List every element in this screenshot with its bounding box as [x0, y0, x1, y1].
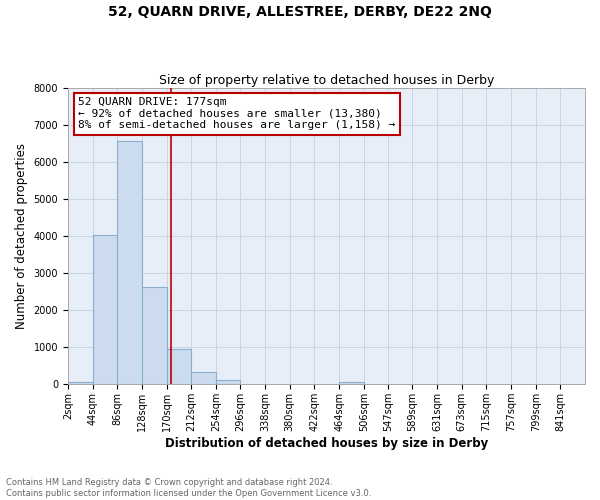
- Bar: [167, 349, 191, 384]
- Title: Size of property relative to detached houses in Derby: Size of property relative to detached ho…: [159, 74, 494, 87]
- Text: 52 QUARN DRIVE: 177sqm
← 92% of detached houses are smaller (13,380)
8% of semi-: 52 QUARN DRIVE: 177sqm ← 92% of detached…: [78, 97, 395, 130]
- Bar: [191, 372, 216, 384]
- Bar: [216, 380, 241, 384]
- Text: 52, QUARN DRIVE, ALLESTREE, DERBY, DE22 2NQ: 52, QUARN DRIVE, ALLESTREE, DERBY, DE22 …: [108, 5, 492, 19]
- Bar: [92, 236, 117, 384]
- Bar: [142, 288, 167, 384]
- Bar: [68, 382, 92, 384]
- Bar: [339, 382, 364, 384]
- Text: Contains HM Land Registry data © Crown copyright and database right 2024.
Contai: Contains HM Land Registry data © Crown c…: [6, 478, 371, 498]
- Bar: [117, 140, 142, 384]
- Y-axis label: Number of detached properties: Number of detached properties: [15, 143, 28, 329]
- X-axis label: Distribution of detached houses by size in Derby: Distribution of detached houses by size …: [165, 437, 488, 450]
